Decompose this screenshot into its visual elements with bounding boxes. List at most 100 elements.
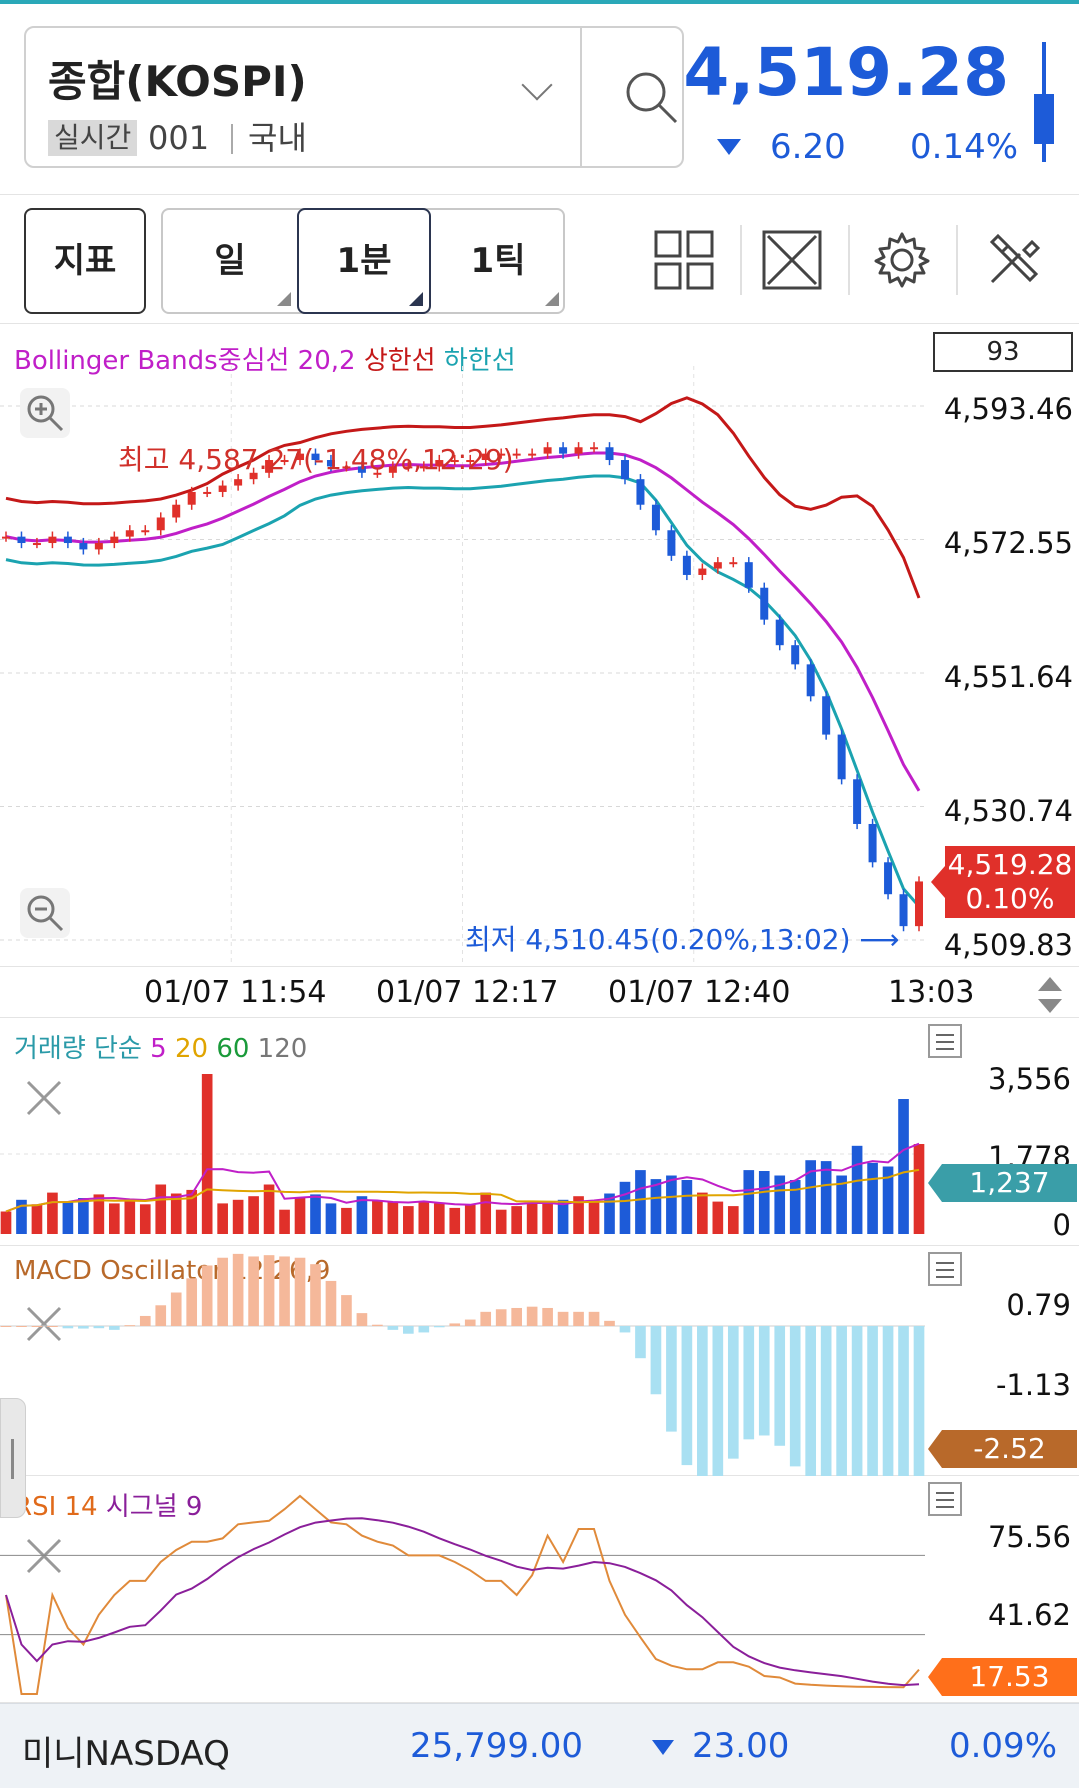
candle-body [342, 466, 351, 469]
ticker-name: 미니NASDAQ [22, 1734, 230, 1774]
volume-bar [31, 1204, 43, 1234]
macd-bar [372, 1324, 383, 1326]
fullscreen-icon[interactable] [762, 230, 822, 290]
macd-bar [712, 1326, 724, 1476]
volume-bar [898, 1099, 909, 1234]
volume-legend: 거래량 단순 5 20 60 120 [14, 1028, 307, 1065]
volume-bar [851, 1145, 863, 1234]
candle-body [435, 460, 444, 467]
legend-upper: 상한선 [363, 346, 436, 376]
candle-body [698, 568, 707, 575]
macd-bar [155, 1305, 167, 1326]
divider [956, 225, 958, 295]
volume-bar [604, 1193, 615, 1234]
volume-bar [16, 1199, 27, 1234]
volume-bar [0, 1211, 12, 1234]
close-icon[interactable] [24, 1536, 64, 1576]
settings-gear-icon[interactable] [872, 230, 932, 290]
time-axis[interactable]: 01/07 11:54 01/07 12:17 01/07 12:40 13:0… [0, 966, 1079, 1018]
index-selector[interactable]: 종합(KOSPI) 실시간 001 국내 [24, 26, 684, 168]
period-label: 일 [214, 241, 246, 281]
macd-bar [139, 1315, 151, 1326]
candle-body [559, 447, 568, 454]
volume-bar [712, 1201, 724, 1234]
ticker-price: 25,799.00 [410, 1726, 584, 1766]
zoom-out-icon[interactable] [20, 888, 70, 938]
macd-bar [573, 1311, 584, 1326]
bottom-ticker-bar[interactable]: 미니NASDAQ 25,799.00 23.00 0.09% [0, 1703, 1079, 1788]
rsi-chart[interactable] [0, 1476, 930, 1703]
chevron-down-icon[interactable] [521, 69, 553, 101]
chart-toolbar: 지표 일 1분 1틱 [0, 194, 1079, 324]
panel-menu-icon[interactable] [928, 1024, 962, 1058]
close-icon[interactable] [24, 1304, 64, 1344]
macd-bar [666, 1326, 677, 1432]
macd-bar [170, 1292, 182, 1326]
candle-body [574, 447, 583, 454]
volume-bar [186, 1189, 198, 1234]
panel-menu-icon[interactable] [928, 1482, 962, 1516]
legend-p120: 120 [257, 1034, 308, 1064]
corner-triangle-icon [277, 292, 291, 306]
candle-body [775, 619, 784, 646]
volume-bar [418, 1202, 430, 1234]
candle-body [899, 894, 908, 927]
volume-bar [387, 1201, 399, 1234]
legend-center: 중심선 20,2 [217, 346, 356, 376]
candle-body [32, 543, 41, 546]
zoom-in-icon[interactable] [20, 388, 70, 438]
candle-body [667, 530, 676, 556]
period-day-button[interactable]: 일 [163, 210, 297, 312]
panel-menu-icon[interactable] [928, 1252, 962, 1286]
candle-body [172, 504, 181, 518]
search-icon[interactable] [622, 68, 682, 128]
period-1min-button[interactable]: 1분 [297, 208, 431, 314]
tools-icon[interactable] [984, 230, 1044, 290]
macd-bar [248, 1256, 259, 1326]
index-name[interactable]: 종합(KOSPI) [48, 57, 307, 106]
macd-bar [217, 1257, 228, 1326]
macd-bar [31, 1326, 43, 1327]
volume-bar [882, 1166, 894, 1234]
macd-bar [913, 1326, 925, 1476]
volume-bar [573, 1196, 584, 1234]
candle-body [296, 453, 305, 461]
close-icon[interactable] [24, 1078, 64, 1118]
indicator-button[interactable]: 지표 [24, 208, 146, 314]
value-tag-pointer [928, 1164, 942, 1202]
macd-bar [124, 1325, 136, 1327]
volume-chart[interactable] [0, 1018, 930, 1246]
candle-body [265, 460, 274, 473]
y-axis-label: 0 [1052, 1208, 1071, 1242]
volume-bar [727, 1206, 739, 1234]
macd-bar [16, 1326, 27, 1327]
period-1tick-button[interactable]: 1틱 [431, 210, 565, 312]
volume-bar [201, 1074, 213, 1234]
volume-bar [820, 1161, 832, 1234]
candle-body [234, 479, 243, 486]
side-drawer-handle[interactable] [0, 1398, 26, 1518]
top-value-box[interactable]: 93 [933, 332, 1073, 372]
volume-bar [372, 1200, 383, 1234]
macd-bar [774, 1326, 786, 1446]
market-label: 국내 [248, 119, 307, 157]
realtime-badge: 실시간 [48, 120, 138, 156]
scroll-updown-icon[interactable] [1035, 975, 1065, 1015]
candlestick-chart[interactable] [0, 326, 930, 966]
current-price-tag-pct: 0.10% [965, 882, 1055, 915]
current-price-tag-value: 4,519.28 [947, 848, 1073, 881]
layout-grid-icon[interactable] [654, 230, 714, 290]
macd-bar [62, 1326, 74, 1329]
macd-bar [263, 1255, 275, 1326]
volume-bar [325, 1203, 337, 1234]
macd-chart[interactable] [0, 1246, 930, 1476]
bollinger-upper-line [5, 396, 921, 599]
time-label: 13:03 [888, 975, 975, 1010]
volume-bar [681, 1180, 693, 1234]
macd-bar [836, 1326, 847, 1476]
candle-body [868, 823, 877, 863]
candle-body [156, 517, 165, 531]
volume-bar [913, 1144, 925, 1234]
macd-panel: MACD Oscillator 12,26,9 0.79 -1.13 -2.52 [0, 1246, 1079, 1476]
mini-candle-icon [1034, 42, 1054, 162]
